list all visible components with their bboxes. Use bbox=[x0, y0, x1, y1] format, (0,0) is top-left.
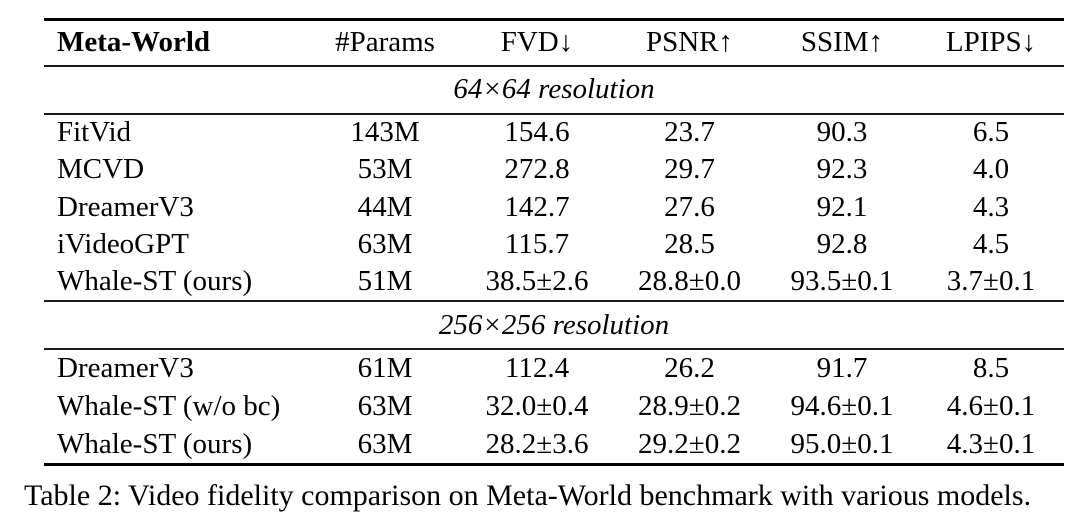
model-name: Whale-ST (w/o bc) bbox=[57, 390, 281, 423]
cell-psnr: 28.8±0.0 bbox=[638, 265, 741, 298]
cell-lpips: 4.6±0.1 bbox=[946, 390, 1036, 423]
model-name: DreamerV3 bbox=[57, 352, 194, 385]
table-row-mcvd: MCVD 53M 272.8 29.7 92.3 4.0 bbox=[44, 151, 1064, 189]
table-row-dreamerv3-256: DreamerV3 61M 112.4 26.2 91.7 8.5 bbox=[44, 349, 1064, 388]
cell-psnr: 23.7 bbox=[664, 116, 715, 149]
cell-fvd: 32.0±0.4 bbox=[485, 390, 589, 423]
model-name: Whale-ST (ours) bbox=[57, 428, 253, 460]
cell-params: 63M bbox=[357, 390, 413, 423]
cell-ssim: 92.8 bbox=[816, 228, 868, 261]
cell-fvd: 28.2±3.6 bbox=[485, 428, 589, 460]
cell-fvd: 115.7 bbox=[504, 228, 570, 261]
cell-ssim: 91.7 bbox=[816, 352, 868, 385]
section-title-text: 256×256 resolution bbox=[438, 308, 670, 341]
cell-lpips: 3.7±0.1 bbox=[946, 265, 1036, 298]
cell-ssim: 92.1 bbox=[816, 190, 868, 223]
table-row-dreamerv3-64: DreamerV3 44M 142.7 27.6 92.1 4.3 bbox=[44, 189, 1064, 227]
table-row-whale-st-wobc: Whale-ST (w/o bc) 63M 32.0±0.4 28.9±0.2 … bbox=[44, 388, 1064, 427]
cell-psnr: 29.7 bbox=[664, 153, 715, 186]
model-name: Whale-ST (ours) bbox=[57, 265, 253, 298]
cell-ssim: 92.3 bbox=[816, 153, 868, 186]
model-name: DreamerV3 bbox=[57, 190, 194, 223]
section-title-256x256: 256×256 resolution bbox=[44, 301, 1064, 349]
cell-params: 63M bbox=[357, 428, 413, 460]
cell-params: 51M bbox=[357, 265, 413, 298]
cell-fvd: 38.5±2.6 bbox=[485, 265, 589, 298]
table-row-whale-st-ours-256: Whale-ST (ours) 63M 28.2±3.6 29.2±0.2 95… bbox=[44, 426, 1064, 465]
cell-psnr: 26.2 bbox=[664, 352, 715, 385]
cell-fvd: 112.4 bbox=[504, 352, 570, 385]
cell-fvd: 142.7 bbox=[504, 190, 570, 223]
cell-psnr: 28.9±0.2 bbox=[638, 390, 741, 423]
column-header-ssim: SSIM↑ bbox=[800, 26, 884, 59]
cell-psnr: 27.6 bbox=[664, 190, 715, 223]
metaworld-benchmark-table: Meta-World #Params FVD↓ PSNR↑ SSIM↑ LPIP… bbox=[44, 18, 1064, 466]
cell-lpips: 8.5 bbox=[972, 352, 1010, 385]
cell-lpips: 6.5 bbox=[972, 116, 1010, 149]
section-title-64x64: 64×64 resolution bbox=[44, 66, 1064, 114]
model-name: MCVD bbox=[57, 153, 145, 186]
cell-lpips: 4.3±0.1 bbox=[946, 428, 1036, 460]
column-header-model: Meta-World bbox=[57, 26, 211, 59]
column-header-fvd: FVD↓ bbox=[500, 26, 574, 59]
cell-params: 53M bbox=[357, 153, 413, 186]
cell-lpips: 4.3 bbox=[972, 190, 1010, 223]
column-header-params: #Params bbox=[335, 26, 435, 59]
column-header-psnr: PSNR↑ bbox=[645, 26, 734, 59]
table-row-ivideogpt: iVideoGPT 63M 115.7 28.5 92.8 4.5 bbox=[44, 226, 1064, 264]
cell-lpips: 4.5 bbox=[972, 228, 1010, 261]
cell-fvd: 154.6 bbox=[504, 116, 570, 149]
cell-fvd: 272.8 bbox=[504, 153, 570, 186]
cell-ssim: 95.0±0.1 bbox=[790, 428, 894, 460]
cell-params: 44M bbox=[357, 190, 413, 223]
cell-psnr: 28.5 bbox=[664, 228, 715, 261]
cell-lpips: 4.0 bbox=[972, 153, 1010, 186]
model-name: iVideoGPT bbox=[57, 228, 189, 261]
cell-ssim: 94.6±0.1 bbox=[790, 390, 894, 423]
cell-psnr: 29.2±0.2 bbox=[638, 428, 741, 460]
column-header-lpips: LPIPS↓ bbox=[945, 26, 1037, 59]
table-caption: Table 2: Video fidelity comparison on Me… bbox=[24, 479, 1032, 512]
cell-params: 143M bbox=[350, 116, 420, 149]
model-name: FitVid bbox=[57, 116, 132, 149]
section-title-text: 64×64 resolution bbox=[453, 73, 655, 105]
cell-params: 63M bbox=[357, 228, 413, 261]
cell-ssim: 90.3 bbox=[816, 116, 868, 149]
cell-params: 61M bbox=[357, 352, 413, 385]
table-row-whale-st-ours-64: Whale-ST (ours) 51M 38.5±2.6 28.8±0.0 93… bbox=[44, 264, 1064, 301]
table-row-fitvid: FitVid 143M 154.6 23.7 90.3 6.5 bbox=[44, 114, 1064, 152]
cell-ssim: 93.5±0.1 bbox=[790, 265, 894, 298]
table-header-row: Meta-World #Params FVD↓ PSNR↑ SSIM↑ LPIP… bbox=[44, 19, 1064, 66]
